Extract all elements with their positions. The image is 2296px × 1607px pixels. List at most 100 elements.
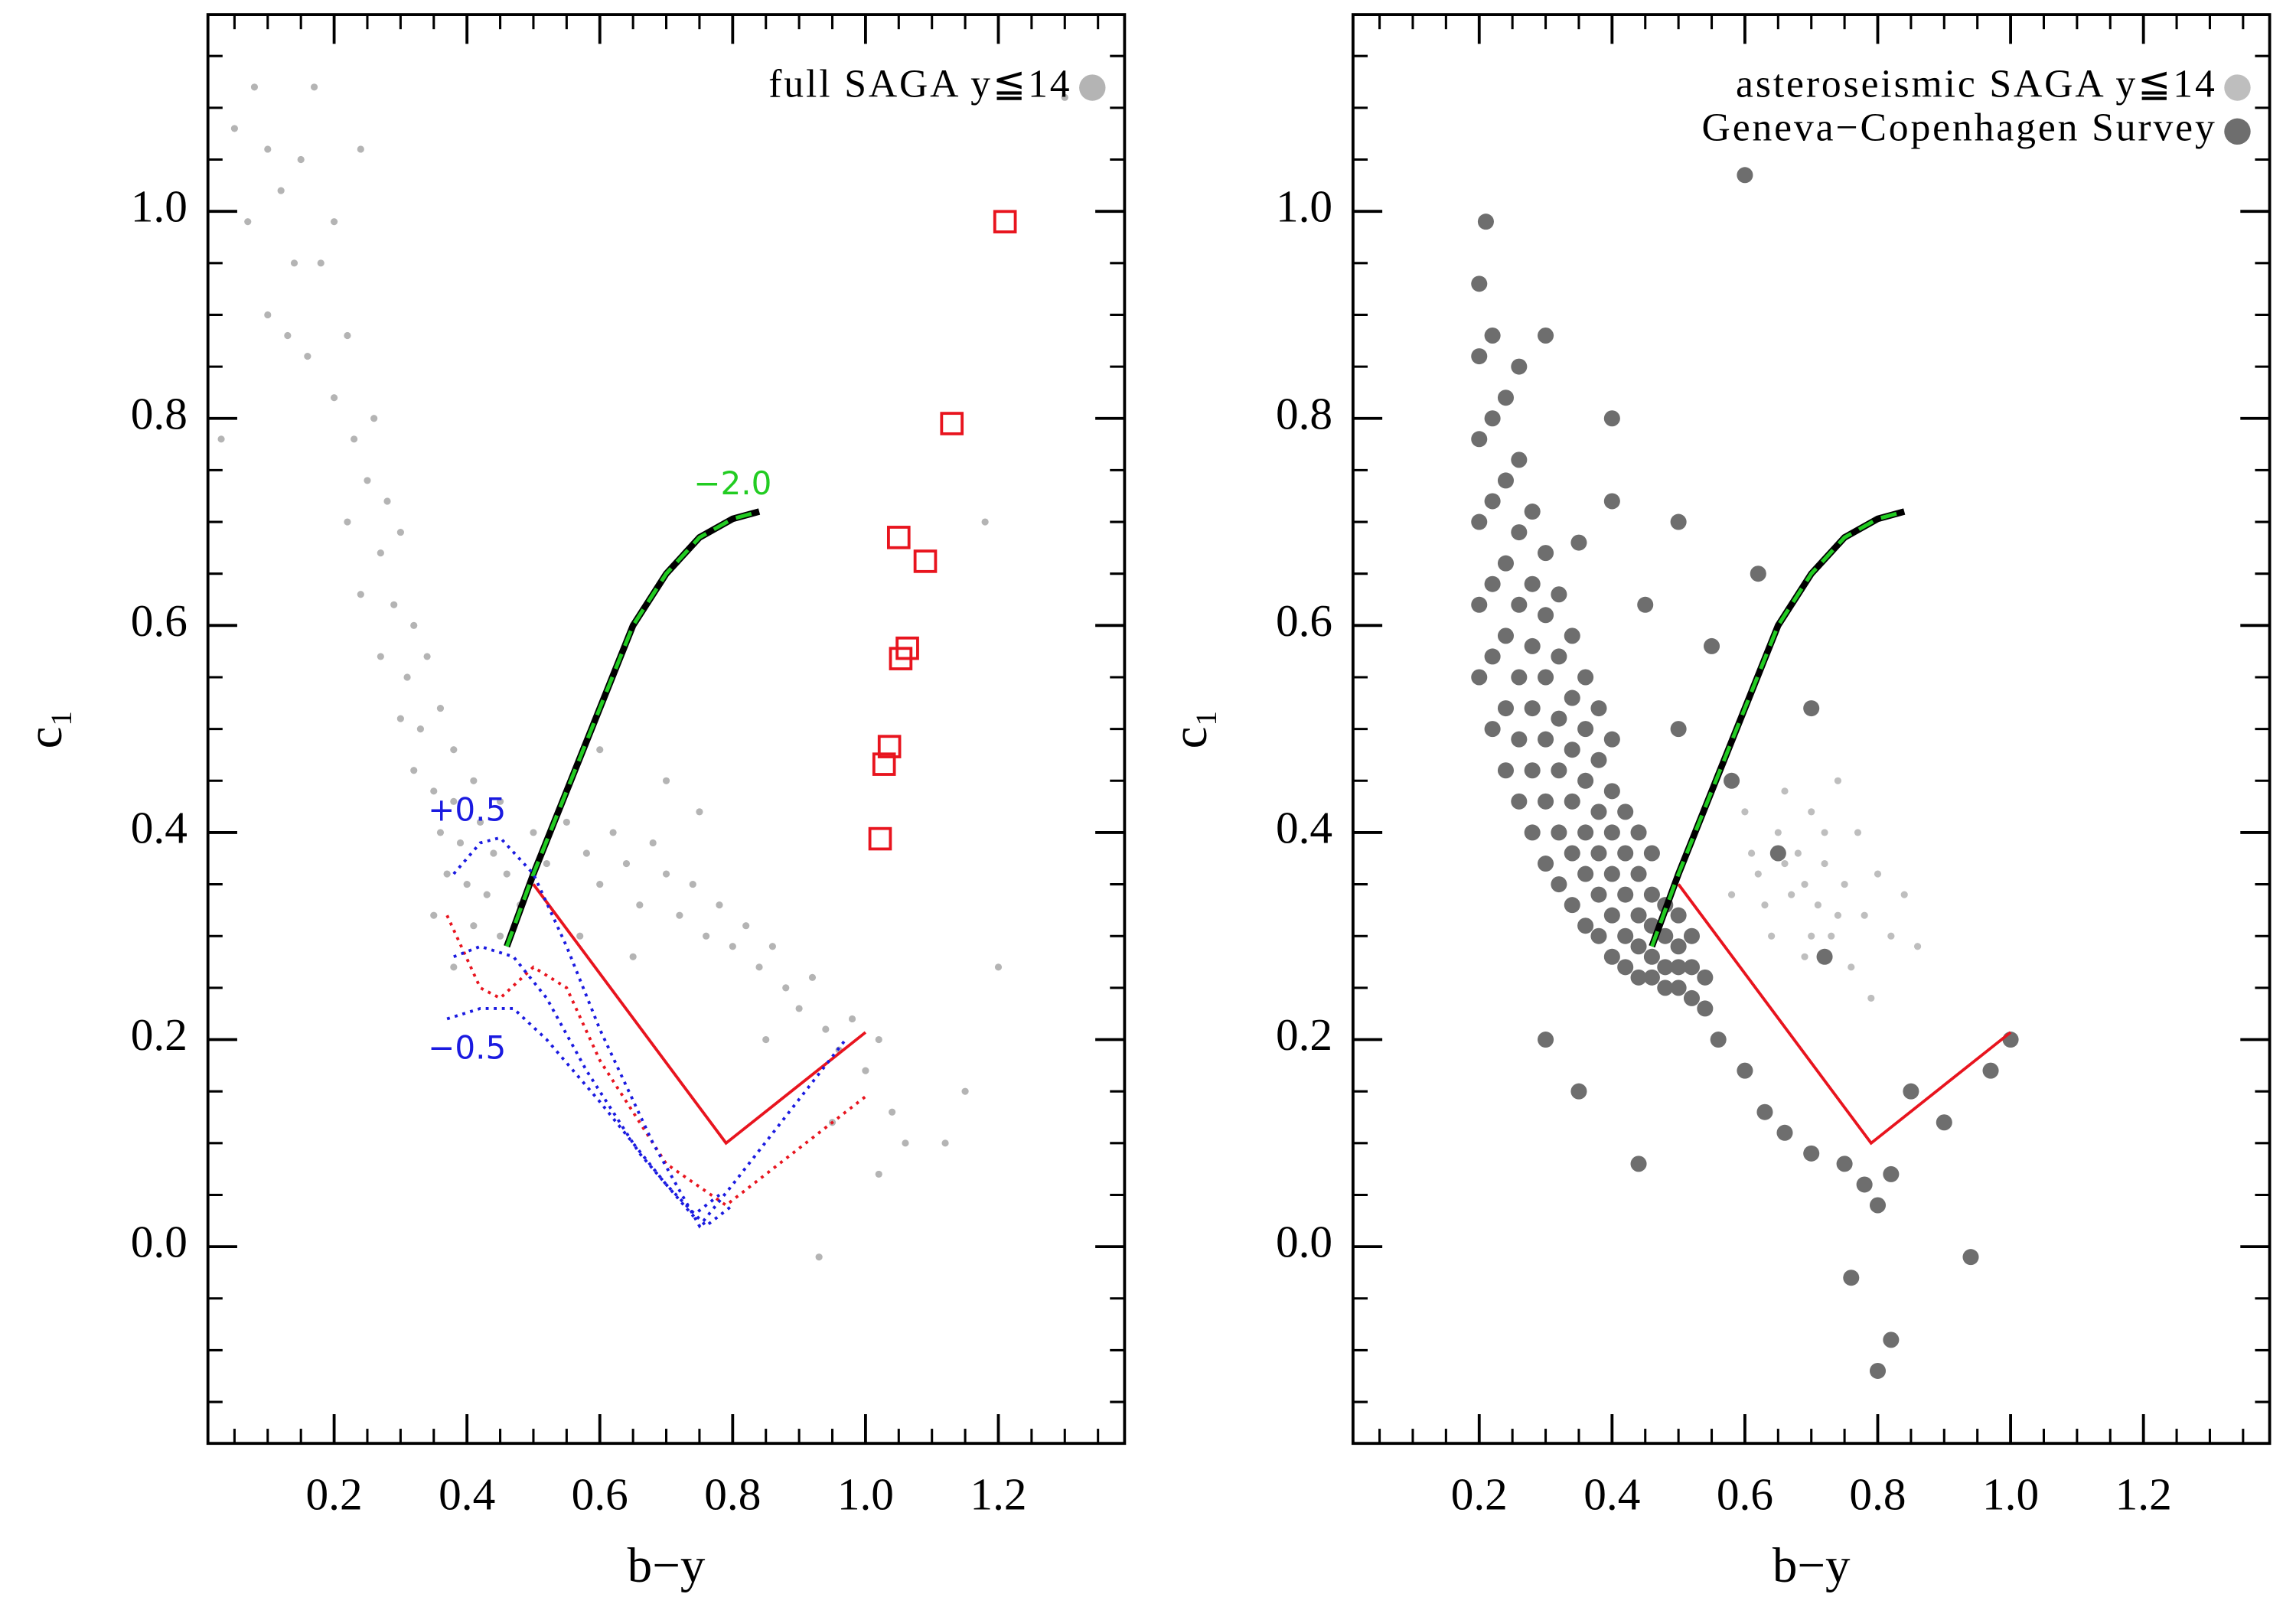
- point: [1617, 804, 1634, 820]
- point: [364, 477, 371, 484]
- point: [230, 125, 238, 132]
- dotted-line: [453, 944, 721, 1218]
- x-tick-label: 1.0: [1982, 1468, 2039, 1519]
- point: [1962, 1249, 1979, 1266]
- square-marker: [877, 735, 902, 758]
- point: [1577, 865, 1594, 882]
- point: [1748, 849, 1756, 857]
- point: [1471, 596, 1488, 613]
- point: [1564, 689, 1580, 706]
- point: [1511, 793, 1528, 810]
- point: [1856, 1176, 1873, 1193]
- point: [277, 187, 285, 194]
- dotted-line: [446, 1007, 734, 1228]
- point: [450, 963, 458, 971]
- point: [463, 880, 471, 888]
- point: [390, 601, 398, 608]
- point: [476, 818, 484, 826]
- point: [1570, 534, 1587, 551]
- point: [941, 1139, 949, 1147]
- solid-line: [1677, 883, 2012, 1146]
- point: [344, 331, 351, 340]
- point: [250, 83, 259, 91]
- point: [396, 715, 404, 722]
- legend-marker: [1079, 74, 1106, 101]
- point: [1883, 1165, 1900, 1182]
- point: [1538, 607, 1554, 624]
- point: [1756, 1103, 1773, 1120]
- square-marker: [872, 752, 896, 776]
- point: [403, 673, 411, 681]
- point: [1841, 880, 1848, 888]
- square-marker: [913, 549, 938, 573]
- point: [1564, 845, 1580, 862]
- y-tick-label: 0.4: [1276, 803, 1332, 853]
- point: [1484, 410, 1501, 427]
- point: [1670, 938, 1687, 955]
- point: [310, 83, 318, 91]
- point: [1982, 1062, 1999, 1079]
- point: [1643, 969, 1660, 986]
- point: [1803, 1145, 1820, 1162]
- point: [875, 1035, 882, 1044]
- x-axis-label: b−y: [628, 1538, 706, 1593]
- square-marker: [886, 526, 911, 549]
- point: [1617, 927, 1634, 944]
- point: [1590, 845, 1607, 862]
- point: [994, 963, 1003, 971]
- point: [1590, 804, 1607, 820]
- point: [1903, 1083, 1919, 1100]
- point: [430, 911, 438, 919]
- y-tick-label: 0.2: [131, 1009, 188, 1060]
- point: [1630, 865, 1647, 882]
- point: [1524, 700, 1541, 717]
- plot-area: [1471, 167, 2019, 1379]
- point: [1524, 575, 1541, 592]
- point: [1603, 865, 1620, 882]
- point: [1808, 808, 1815, 816]
- point: [1630, 824, 1647, 841]
- point: [1670, 513, 1687, 530]
- point: [742, 922, 750, 930]
- point: [436, 829, 445, 836]
- dashed-curve: [1650, 510, 1905, 947]
- point: [1630, 938, 1647, 955]
- x-axis-label: b−y: [1773, 1538, 1851, 1593]
- point: [1754, 870, 1762, 878]
- point: [1538, 856, 1554, 872]
- point: [576, 932, 584, 940]
- square-marker: [940, 412, 964, 435]
- point: [1670, 721, 1687, 738]
- point: [1564, 897, 1580, 914]
- x-tick-label: 1.0: [837, 1468, 894, 1519]
- point: [1603, 783, 1620, 800]
- square-marker: [889, 647, 913, 670]
- plot-area: [217, 83, 1068, 1261]
- point: [1577, 669, 1594, 686]
- y-tick-label: 0.0: [131, 1217, 188, 1267]
- square-marker: [993, 210, 1017, 233]
- point: [330, 218, 338, 226]
- point: [1869, 1362, 1887, 1379]
- dotted-line: [452, 836, 847, 1229]
- point: [1603, 907, 1620, 924]
- point: [1710, 1032, 1727, 1048]
- panel: 0.2 0.4 0.6 0.8 1.0 1.2 0.0 0.2 0.4 0.6 0.8 1.0 b−y c…: [1163, 13, 2272, 1593]
- point: [815, 1253, 823, 1261]
- point: [1643, 845, 1660, 862]
- point: [377, 549, 384, 557]
- point: [1551, 824, 1567, 841]
- point: [649, 839, 657, 847]
- point: [1538, 793, 1554, 810]
- point: [1727, 891, 1736, 898]
- point: [662, 777, 670, 784]
- point: [981, 518, 989, 526]
- point: [264, 145, 272, 153]
- point: [410, 767, 418, 774]
- y-tick-label: 0.2: [1276, 1009, 1332, 1060]
- point: [1704, 637, 1720, 654]
- point: [1603, 493, 1620, 510]
- point: [822, 1025, 830, 1033]
- point: [689, 880, 696, 888]
